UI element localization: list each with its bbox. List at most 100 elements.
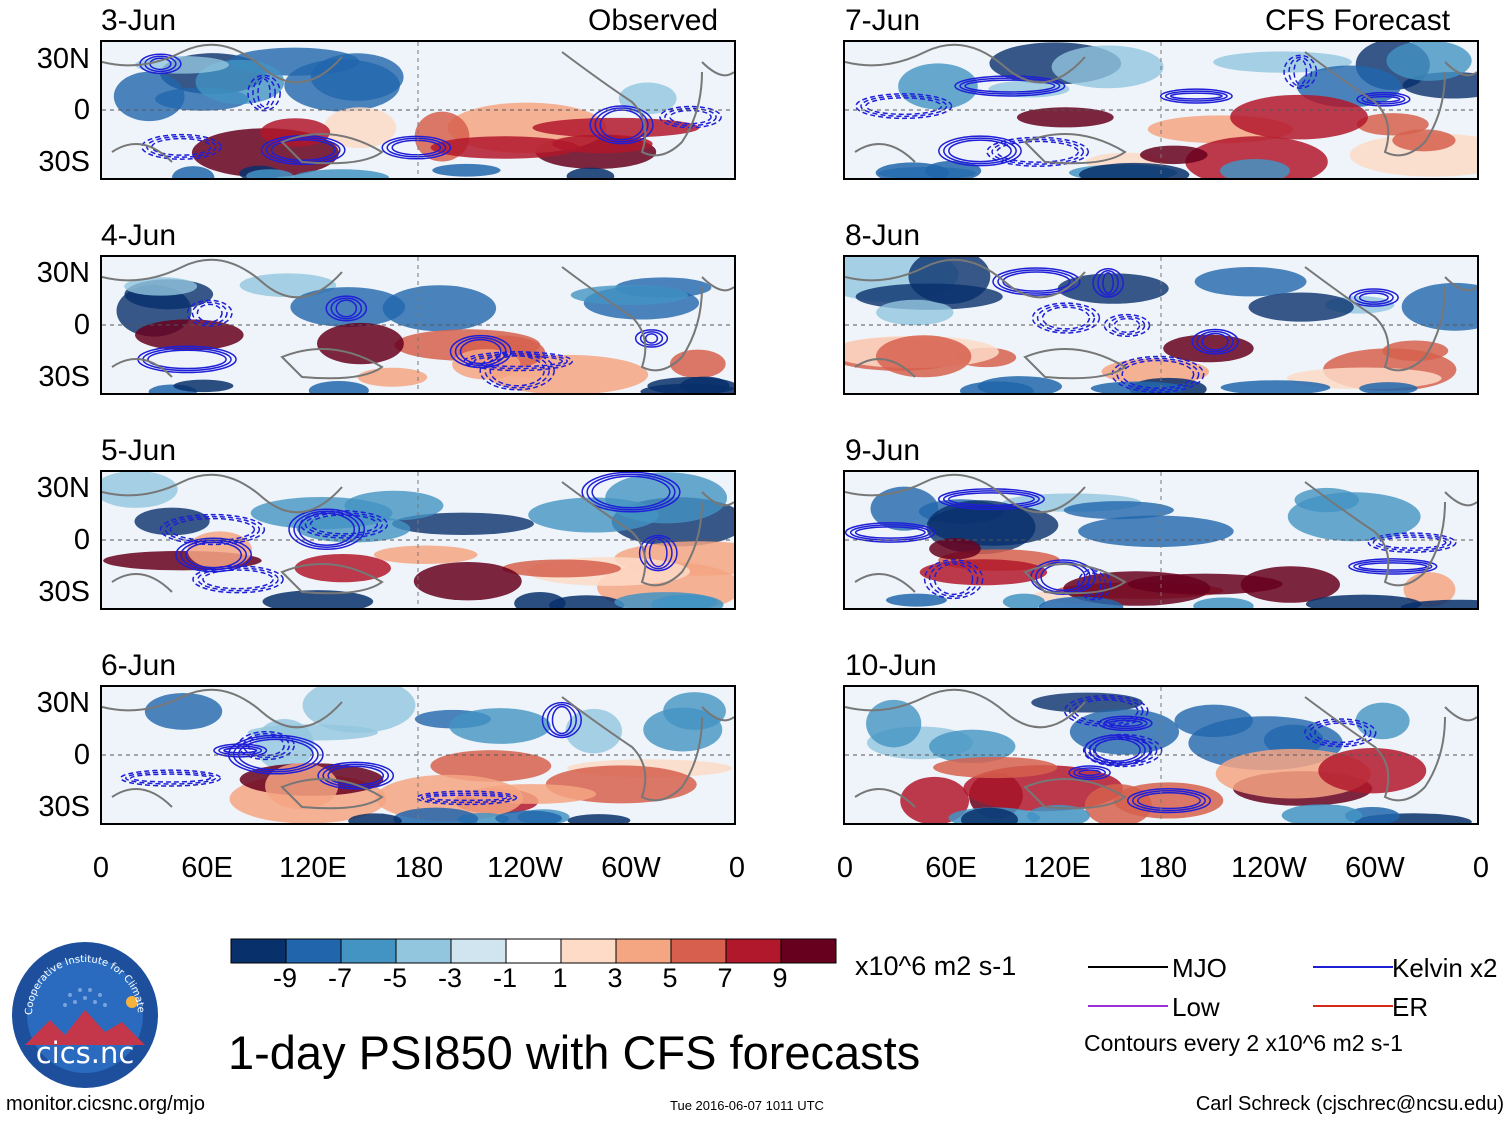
kelvin-contour: [1121, 359, 1195, 390]
kelvin-contour: [1063, 694, 1149, 727]
coastline: [1304, 481, 1446, 587]
kelvin-contour: [335, 299, 358, 318]
kelvin-contour: [1084, 734, 1151, 766]
anomaly-negative: [134, 507, 210, 536]
legend-line-low: [1088, 1005, 1168, 1007]
kelvin-contour: [479, 350, 555, 391]
kelvin-contour: [293, 510, 361, 548]
anomaly-negative: [1038, 596, 1124, 608]
anomaly-negative: [449, 708, 551, 744]
kelvin-contour: [1361, 93, 1406, 105]
anomaly-negative: [302, 687, 416, 733]
kelvin-contour: [1078, 769, 1101, 777]
anomaly-negative: [567, 814, 631, 823]
kelvin-contour: [845, 522, 936, 543]
colorbar-swatch: [450, 938, 507, 964]
kelvin-contour: [594, 107, 649, 143]
coastline: [1023, 563, 1127, 595]
kelvin-contour: [992, 267, 1081, 296]
anomaly-negative: [262, 590, 374, 608]
kelvin-contour: [322, 763, 390, 788]
anomaly-negative: [113, 71, 185, 122]
coastline: [845, 43, 1086, 84]
anomaly-negative: [548, 595, 625, 608]
anomaly-positive: [1318, 748, 1427, 794]
kelvin-contour: [1201, 332, 1229, 351]
x-label-120w: 120W: [487, 852, 563, 884]
anomaly-negative: [1213, 51, 1352, 73]
x-label-120w: 120W: [1231, 852, 1307, 884]
anomaly-negative: [1057, 273, 1169, 304]
anomaly-negative: [1359, 382, 1418, 393]
kelvin-contour: [425, 794, 508, 802]
kelvin-contour: [298, 512, 356, 546]
kelvin-contour: [151, 137, 212, 156]
kelvin-contour: [1356, 91, 1411, 107]
kelvin-contour: [1314, 722, 1367, 744]
anomaly-negative: [124, 277, 198, 296]
colorbar-tick: -1: [492, 963, 517, 993]
y-label-30n: 30N: [36, 687, 90, 719]
kelvin-contour: [1191, 328, 1239, 355]
coastline: [111, 788, 173, 808]
kelvin-contour: [1068, 765, 1111, 781]
anomaly-positive: [1382, 340, 1449, 361]
y-label-30s: 30S: [38, 576, 90, 608]
kelvin-contour: [937, 488, 1045, 511]
kelvin-contour: [639, 331, 664, 346]
kelvin-contour: [484, 352, 550, 389]
kelvin-contour: [591, 475, 671, 509]
anomaly-positive: [1356, 113, 1429, 136]
map-panel-forecast-2: [843, 255, 1479, 395]
kelvin-contour: [1087, 572, 1102, 597]
colorbar: [230, 938, 837, 969]
contour-note: Contours every 2 x10^6 m2 s-1: [1084, 1030, 1403, 1056]
kelvin-contour: [330, 297, 363, 320]
kelvin-contour: [1116, 357, 1200, 392]
anomaly-negative: [246, 169, 294, 178]
kelvin-contour: [546, 703, 577, 737]
main-title: 1-day PSI850 with CFS forecasts: [228, 1026, 921, 1079]
map-field: [845, 472, 1477, 608]
anomaly-negative: [528, 497, 659, 533]
kelvin-contour: [954, 75, 1066, 97]
colorbar-swatch: [670, 938, 727, 964]
kelvin-contour: [196, 303, 223, 323]
coastline: [561, 51, 703, 157]
coastline: [845, 688, 1086, 729]
kelvin-contour: [948, 139, 1012, 163]
kelvin-contour: [599, 109, 644, 141]
anomaly-positive: [919, 559, 1048, 586]
kelvin-contour: [638, 534, 678, 572]
kelvin-contour: [304, 512, 384, 537]
anomaly-negative: [393, 807, 479, 823]
anomaly-negative: [566, 167, 615, 178]
coastline: [1444, 706, 1477, 722]
kelvin-contour: [1377, 536, 1447, 549]
anomaly-negative: [1281, 804, 1363, 823]
x-label-0: 0: [836, 852, 854, 884]
panel-date-observed-2: 4-Jun: [101, 219, 177, 252]
anomaly-negative: [1305, 594, 1422, 608]
kelvin-contour: [381, 135, 452, 160]
coastline: [701, 491, 734, 507]
kelvin-contour: [1164, 90, 1228, 102]
anomaly-positive: [1240, 566, 1340, 603]
anomaly-negative: [102, 472, 178, 508]
x-label-120e: 120E: [279, 852, 347, 884]
colorbar-tick: -3: [437, 963, 462, 993]
anomaly-negative: [618, 82, 677, 115]
kelvin-contour: [299, 510, 389, 539]
coastline: [280, 563, 384, 595]
colorbar-units: x10^6 m2 s-1: [855, 951, 1017, 981]
kelvin-contour: [169, 517, 256, 542]
kelvin-contour: [1082, 570, 1107, 599]
colorbar-tick: -5: [382, 963, 407, 993]
kelvin-contour: [1108, 719, 1143, 728]
kelvin-contour: [391, 139, 442, 156]
kelvin-contour: [1082, 733, 1163, 768]
kelvin-contour: [317, 761, 395, 790]
anomaly-negative: [1220, 380, 1331, 393]
map-panel-observed-1: [100, 40, 736, 180]
kelvin-contour: [120, 769, 222, 787]
